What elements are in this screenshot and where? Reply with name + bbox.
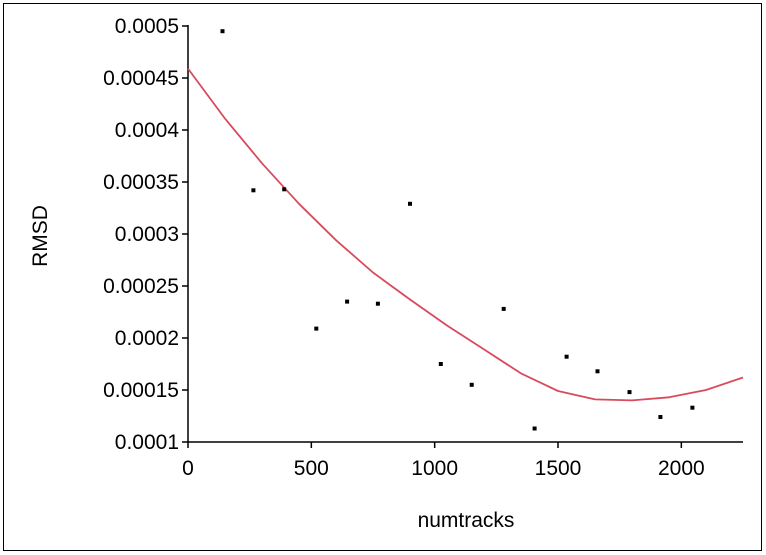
fit-curve-group bbox=[187, 68, 744, 402]
y-axis-title: RMSD bbox=[29, 205, 52, 267]
data-point bbox=[282, 187, 287, 192]
data-points-group bbox=[220, 29, 695, 431]
data-point bbox=[658, 415, 663, 419]
data-point bbox=[595, 369, 600, 374]
y-tick-label: 0.0003 bbox=[115, 223, 179, 246]
fit-curve bbox=[187, 68, 744, 402]
x-axis-title: numtracks bbox=[418, 509, 515, 532]
x-tick-label: 1500 bbox=[535, 457, 582, 480]
y-tick-label: 0.00035 bbox=[103, 171, 179, 194]
data-point bbox=[532, 426, 537, 431]
data-point bbox=[690, 405, 695, 410]
x-axis-ticks: 0 500 1000 1500 2000 bbox=[182, 442, 705, 480]
x-tick-label: 0 bbox=[182, 457, 194, 480]
axes: 0.0001 0.00015 0.0002 0.00025 0.0003 0.00035 0… bbox=[103, 15, 743, 480]
x-tick-label: 1000 bbox=[411, 457, 458, 480]
data-point bbox=[314, 326, 319, 331]
y-tick-label: 0.0001 bbox=[115, 431, 179, 454]
data-point bbox=[501, 306, 506, 311]
data-point bbox=[251, 188, 256, 193]
data-point bbox=[345, 299, 350, 304]
y-axis-ticks: 0.0001 0.00015 0.0002 0.00025 0.0003 0.00035 0… bbox=[103, 15, 188, 454]
x-tick-label: 500 bbox=[294, 457, 329, 480]
y-tick-label: 0.0005 bbox=[115, 15, 179, 38]
data-point bbox=[375, 301, 380, 306]
data-point bbox=[220, 29, 225, 34]
data-point bbox=[627, 390, 632, 395]
x-tick-label: 2000 bbox=[658, 457, 705, 480]
y-tick-label: 0.0002 bbox=[115, 327, 179, 350]
data-point bbox=[408, 201, 412, 206]
data-point bbox=[564, 354, 569, 359]
data-point bbox=[469, 382, 474, 387]
y-tick-label: 0.00025 bbox=[103, 275, 179, 298]
chart-frame bbox=[3, 3, 762, 551]
y-tick-label: 0.00015 bbox=[103, 379, 179, 402]
data-point bbox=[438, 362, 443, 366]
y-tick-label: 0.0004 bbox=[115, 119, 180, 142]
y-tick-label: 0.00045 bbox=[103, 67, 179, 90]
